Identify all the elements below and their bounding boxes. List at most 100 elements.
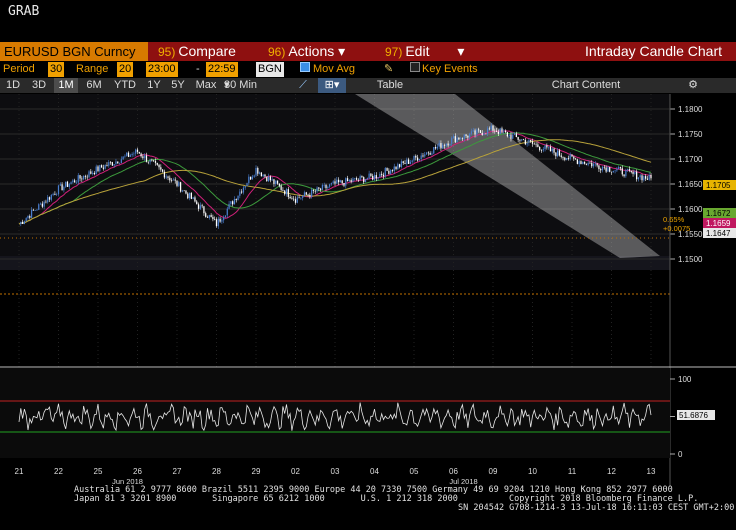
compare-menu[interactable]: 95) Compare <box>158 42 236 61</box>
range-button-6m[interactable]: 6M <box>86 79 102 91</box>
candle <box>321 185 324 190</box>
candle <box>637 177 640 180</box>
candle <box>397 164 399 170</box>
range-button-5y[interactable]: 5Y <box>171 79 185 91</box>
candle <box>251 176 254 180</box>
candle <box>160 167 162 170</box>
candle <box>257 168 259 174</box>
candle <box>528 140 530 143</box>
range-field[interactable]: 20 <box>117 62 134 77</box>
candle <box>614 170 616 172</box>
candle <box>100 165 103 168</box>
candle <box>154 161 157 163</box>
candle <box>63 186 65 191</box>
candle <box>162 169 164 172</box>
table-button[interactable]: Table <box>376 79 404 91</box>
range-button-1y[interactable]: 1Y <box>147 79 161 91</box>
line-tool-icon[interactable]: ⟋ <box>299 79 307 91</box>
candle <box>476 129 478 135</box>
candle <box>79 175 81 179</box>
candle <box>460 138 462 140</box>
candle <box>436 146 438 149</box>
candle <box>140 153 142 157</box>
candle <box>368 173 370 179</box>
candle <box>346 178 349 182</box>
period-field[interactable]: 30 <box>48 62 65 77</box>
candle <box>206 216 209 218</box>
candle <box>219 218 221 222</box>
candle <box>531 141 534 144</box>
candle <box>399 164 401 167</box>
candle <box>609 167 611 172</box>
candle <box>172 179 175 181</box>
candle <box>539 146 541 151</box>
candle <box>115 161 117 165</box>
chart-content-button[interactable]: Chart Content <box>551 79 621 91</box>
candle <box>142 156 144 159</box>
day-tick-label: 21 <box>15 467 24 476</box>
start-time-field[interactable]: 23:00 <box>146 62 178 77</box>
range-button-3d[interactable]: 3D <box>31 79 47 91</box>
candle <box>95 166 97 175</box>
candle <box>25 218 27 222</box>
candle <box>153 160 155 162</box>
candle <box>86 176 88 178</box>
candle <box>594 163 596 165</box>
gear-icon[interactable]: ⚙ <box>688 79 698 91</box>
end-time-field[interactable]: 22:59 <box>206 62 238 77</box>
candle <box>415 155 417 158</box>
day-tick-label: 09 <box>489 467 498 476</box>
day-tick-label: 25 <box>94 467 103 476</box>
candle <box>519 139 521 141</box>
footer-line-1: Australia 61 2 9777 8600 Brazil 5511 239… <box>74 485 673 495</box>
candle <box>83 175 85 180</box>
candle <box>39 203 42 205</box>
actions-menu-label: Actions <box>288 43 335 59</box>
range-button-1m[interactable]: 1M <box>54 78 78 93</box>
candle <box>359 176 361 181</box>
candle <box>138 151 140 154</box>
candle <box>45 201 47 203</box>
candle <box>530 140 532 142</box>
candle <box>262 174 264 177</box>
candle <box>183 190 185 192</box>
candle <box>318 187 320 189</box>
candle <box>601 166 604 171</box>
candle <box>630 170 632 172</box>
candle <box>341 180 343 184</box>
ma-low-label: 1.1647 <box>706 229 731 238</box>
candle <box>305 192 307 195</box>
edit-menu[interactable]: 97) Edit ▾ <box>385 42 464 61</box>
candle <box>212 216 214 220</box>
candle <box>43 201 45 207</box>
candle <box>391 170 394 172</box>
candle <box>126 152 128 156</box>
candle <box>454 136 456 143</box>
pencil-icon[interactable]: ✎ <box>384 63 394 75</box>
candle <box>364 179 367 183</box>
candle <box>284 190 286 195</box>
candle <box>253 175 255 177</box>
ticker-label[interactable]: EURUSD BGN Curncy <box>0 42 148 61</box>
range-button-max[interactable]: Max <box>195 79 217 91</box>
range-label: Range <box>76 63 109 75</box>
candle <box>208 215 210 218</box>
candle <box>560 155 562 157</box>
day-tick-label: 05 <box>410 467 419 476</box>
candle <box>585 163 587 165</box>
candle <box>41 203 43 207</box>
range-button-1d[interactable]: 1D <box>5 79 21 91</box>
candle <box>494 130 496 132</box>
candle <box>300 197 302 199</box>
actions-menu[interactable]: 96) Actions ▾ <box>268 42 345 61</box>
candle <box>337 179 340 183</box>
candle <box>461 138 464 140</box>
day-tick-label: 04 <box>370 467 379 476</box>
candle <box>197 204 200 209</box>
range-button-ytd[interactable]: YTD <box>114 79 136 91</box>
chart-type-icon[interactable]: ⊞▾ <box>318 78 346 93</box>
candle <box>314 190 316 192</box>
source-field[interactable]: BGN <box>256 62 284 77</box>
candle <box>370 173 372 176</box>
oscillator-last-label: 51.6876 <box>679 411 708 420</box>
